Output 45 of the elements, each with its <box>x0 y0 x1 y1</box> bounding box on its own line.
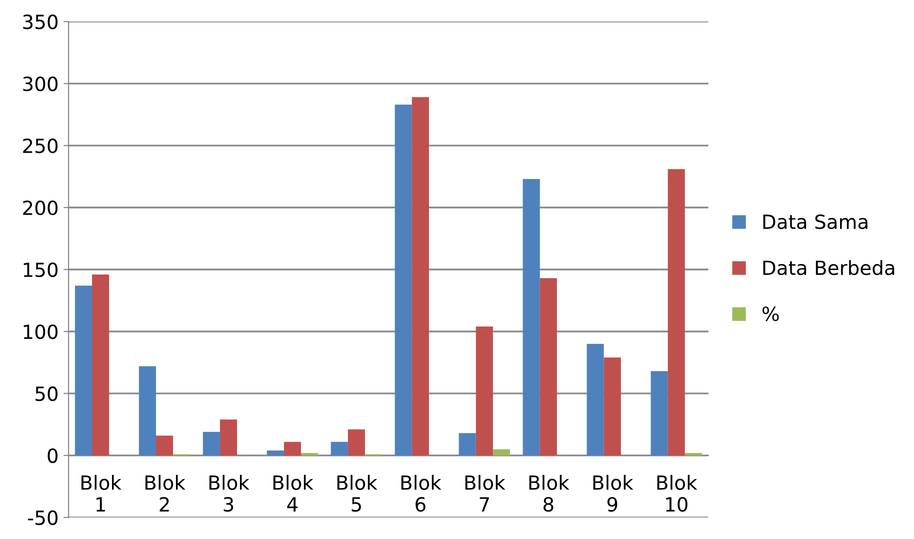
bar <box>348 429 365 456</box>
bar <box>156 436 174 456</box>
bar <box>74 286 92 456</box>
bar <box>266 450 284 456</box>
bar <box>394 104 412 456</box>
bar <box>301 452 318 456</box>
x-tick-label: Blok 1 <box>82 474 122 512</box>
bar <box>540 278 557 456</box>
bar <box>586 344 604 456</box>
y-tick-label: 200 <box>23 200 58 216</box>
y-tick-label: 50 <box>36 386 58 402</box>
bar <box>522 179 540 456</box>
bar <box>492 449 510 456</box>
x-tick-label: Blok 9 <box>593 474 634 512</box>
bar <box>458 433 476 456</box>
x-tick-label: Blok 6 <box>401 474 442 512</box>
bar <box>202 432 220 456</box>
x-tick-label: Blok 4 <box>273 474 314 512</box>
legend-label: % <box>762 306 779 322</box>
y-tick-label: 350 <box>23 14 58 30</box>
bar <box>330 442 348 456</box>
bar <box>604 358 621 456</box>
bar <box>138 366 156 456</box>
bar <box>650 371 668 456</box>
x-tick-label: Blok 2 <box>145 474 186 512</box>
y-tick-label: 100 <box>24 324 58 340</box>
y-tick-label: 0 <box>48 448 58 464</box>
x-tick-label: Blok 3 <box>209 474 250 512</box>
bar <box>684 452 702 456</box>
y-tick-label: 300 <box>23 76 58 92</box>
x-tick-label: Blok 7 <box>465 474 506 512</box>
x-tick-label: Blok 8 <box>529 474 570 512</box>
x-tick-label: Blok 5 <box>337 474 378 512</box>
bar <box>476 326 493 456</box>
y-tick-label: -50 <box>28 510 58 526</box>
legend-label: Data Sama <box>763 214 868 230</box>
legend-label: Data Berbeda <box>763 260 894 276</box>
bar <box>412 97 429 456</box>
y-tick-label: 150 <box>24 262 58 278</box>
bar <box>284 442 302 456</box>
x-tick-label: Blok 10 <box>657 474 698 512</box>
bar <box>220 420 238 456</box>
y-tick-label: 250 <box>23 138 58 154</box>
bar <box>92 274 110 456</box>
bar <box>668 169 685 456</box>
